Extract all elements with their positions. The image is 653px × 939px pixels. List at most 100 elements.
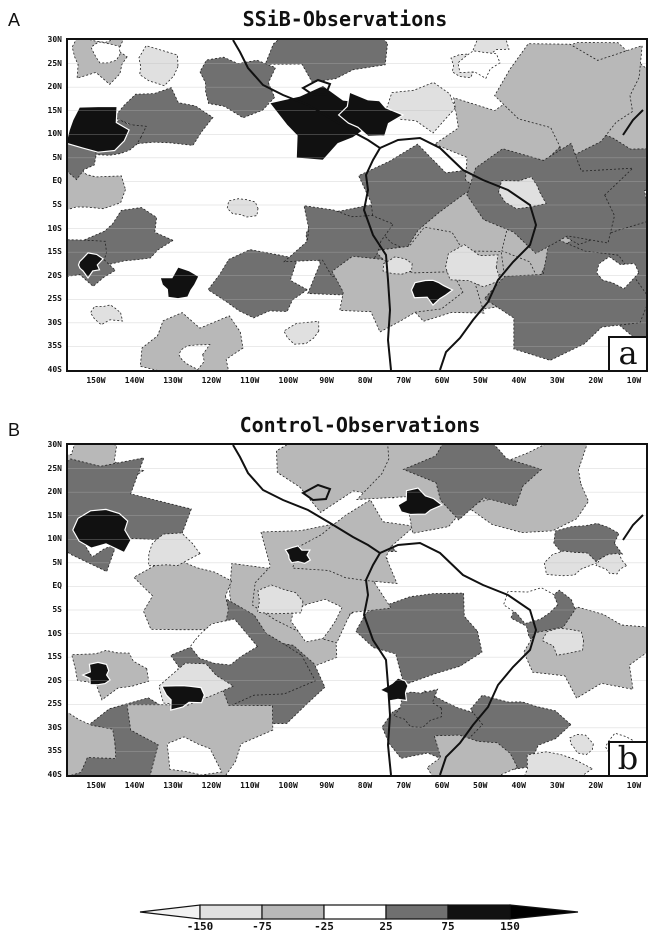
anomaly-region — [68, 712, 117, 775]
coastline — [232, 40, 392, 370]
anomaly-region — [139, 312, 244, 370]
lat-tick-label: 30S — [47, 722, 62, 732]
colorbar-high-end — [509, 904, 579, 920]
lon-tick-label: 130W — [163, 376, 183, 385]
lon-tick-label: 150W — [86, 376, 106, 385]
colorbar-tick-label: 75 — [441, 920, 455, 933]
coastline — [622, 514, 644, 541]
lat-tick-label: 10S — [47, 223, 62, 233]
anomaly-region — [402, 445, 543, 521]
colorbar-segment — [385, 904, 449, 920]
lat-tick-label: 20N — [47, 487, 62, 497]
lon-tick-label: 130W — [163, 781, 183, 790]
anomaly-core — [397, 487, 444, 516]
lat-tick-label: 25S — [47, 294, 62, 304]
anomaly-region — [498, 176, 547, 210]
colorbar-segment — [199, 904, 263, 920]
coastline — [301, 483, 332, 502]
lon-tick-label: 70W — [396, 376, 411, 385]
lon-tick-label: 140W — [124, 376, 145, 385]
lon-tick-label: 140W — [124, 781, 145, 790]
lat-tick-label: 10N — [47, 129, 62, 139]
colorbar-tick-label: 150 — [500, 920, 520, 933]
lat-tick-label: 20S — [47, 270, 62, 280]
panel-b-map: b — [66, 443, 648, 777]
lon-tick-label: 50W — [473, 376, 488, 385]
anomaly-region — [264, 40, 388, 83]
lat-tick-label: 40S — [47, 365, 62, 374]
anomaly-region — [166, 736, 223, 775]
lon-tick-label: 30W — [549, 781, 565, 790]
colorbar-segment — [447, 904, 511, 920]
anomaly-region — [524, 751, 594, 775]
lon-tick-label: 60W — [434, 376, 450, 385]
coastline — [622, 109, 644, 136]
colorbar-tick-label: -150 — [186, 920, 214, 933]
lat-tick-label: 15N — [47, 105, 62, 115]
anomaly-region — [68, 161, 126, 210]
colorbar-low-end — [139, 904, 201, 920]
lat-tick-label: EQ — [52, 581, 62, 591]
lat-tick-label: 20N — [47, 82, 62, 92]
lon-tick-label: 90W — [319, 781, 334, 790]
lat-tick-label: 25N — [47, 58, 62, 68]
colorbar-tick-label: -75 — [252, 920, 272, 933]
lon-tick-label: 20W — [588, 376, 603, 385]
lon-tick-label: 10W — [626, 376, 642, 385]
lon-tick-label: 40W — [511, 781, 526, 790]
lat-tick-label: 5N — [52, 152, 62, 162]
lon-tick-label: 10W — [626, 781, 642, 790]
anomaly-region — [494, 43, 643, 160]
anomaly-region — [71, 649, 150, 701]
lon-tick-label: 50W — [473, 781, 488, 790]
lon-tick-label: 60W — [434, 781, 450, 790]
anomaly-region — [178, 344, 211, 370]
lon-tick-label: 80W — [357, 376, 373, 385]
anomaly-region — [386, 81, 456, 134]
panel-a-title: SSiB-Observations — [242, 7, 448, 31]
lat-tick-label: 40S — [47, 770, 62, 779]
lon-tick-label: 90W — [319, 376, 334, 385]
lon-tick-label: 30W — [549, 376, 565, 385]
anomaly-region — [503, 587, 559, 625]
coastline — [301, 78, 332, 97]
anomaly-region — [382, 256, 413, 275]
anomaly-core — [378, 677, 409, 702]
lat-tick-label: 20S — [47, 675, 62, 685]
anomaly-region — [133, 558, 233, 631]
colorbar-segment — [323, 904, 387, 920]
lat-tick-label: 30S — [47, 317, 62, 327]
panel-a-badge: a — [608, 336, 646, 370]
panel-b-map-canvas — [68, 445, 646, 775]
lat-tick-label: EQ — [52, 176, 62, 186]
lat-tick-label: 15N — [47, 510, 62, 520]
coastline — [379, 136, 538, 370]
anomaly-region — [126, 674, 274, 775]
anomaly-region — [283, 320, 320, 345]
panel-b-letter: B — [8, 420, 21, 440]
anomaly-core — [410, 279, 454, 307]
colorbar-tick-label: 25 — [379, 920, 393, 933]
anomaly-region — [596, 256, 640, 290]
lon-tick-label: 110W — [240, 376, 260, 385]
lon-tick-label: 40W — [511, 376, 526, 385]
lon-tick-label: 120W — [201, 781, 221, 790]
anomaly-core — [284, 545, 312, 564]
anomaly-region — [445, 244, 501, 288]
anomaly-core — [77, 252, 105, 279]
anomaly-region — [90, 41, 121, 64]
lat-tick-label: 5S — [52, 200, 62, 209]
lat-tick-label: 10S — [47, 628, 62, 638]
lat-tick-label: 15S — [47, 652, 62, 662]
anomaly-region — [226, 198, 259, 218]
lon-tick-label: 100W — [278, 781, 298, 790]
anomaly-region — [595, 552, 628, 575]
lon-tick-label: 100W — [278, 376, 298, 385]
anomaly-core — [159, 266, 200, 300]
anomaly-region — [569, 733, 594, 756]
lat-tick-label: 35S — [47, 746, 62, 756]
coastline — [232, 445, 392, 775]
lat-tick-label: 10N — [47, 534, 62, 544]
anomaly-core — [81, 661, 111, 686]
anomaly-core — [72, 508, 132, 554]
